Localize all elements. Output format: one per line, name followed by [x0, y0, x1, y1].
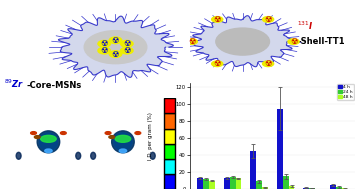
Circle shape: [119, 149, 127, 153]
Polygon shape: [59, 16, 173, 77]
Ellipse shape: [39, 133, 58, 151]
Ellipse shape: [37, 131, 60, 153]
Text: ☢: ☢: [100, 39, 108, 48]
FancyBboxPatch shape: [164, 144, 175, 159]
Bar: [309, 188, 315, 189]
Bar: [250, 151, 256, 189]
Text: 24 h: 24 h: [26, 105, 42, 110]
Bar: [277, 108, 283, 189]
FancyBboxPatch shape: [164, 129, 175, 144]
Ellipse shape: [115, 135, 131, 142]
Text: 48 h: 48 h: [100, 105, 116, 110]
Circle shape: [216, 28, 269, 55]
Text: -Shell-TT1: -Shell-TT1: [297, 37, 345, 46]
Bar: [224, 178, 230, 189]
Circle shape: [263, 61, 274, 67]
Text: ☢: ☢: [264, 15, 272, 24]
Circle shape: [45, 149, 52, 153]
Bar: [230, 177, 235, 189]
Circle shape: [288, 39, 299, 44]
Bar: [336, 187, 342, 189]
Circle shape: [84, 31, 147, 64]
Circle shape: [34, 136, 40, 138]
Text: -Core-MSNs: -Core-MSNs: [26, 81, 81, 90]
Bar: [342, 188, 348, 189]
Circle shape: [212, 61, 223, 67]
Text: ☢: ☢: [112, 36, 119, 45]
Ellipse shape: [114, 133, 132, 151]
Circle shape: [109, 51, 122, 57]
Circle shape: [98, 47, 110, 54]
Text: ☢: ☢: [100, 46, 108, 55]
Bar: [289, 186, 294, 189]
Circle shape: [98, 40, 110, 47]
FancyBboxPatch shape: [164, 98, 175, 113]
Circle shape: [135, 132, 141, 134]
Ellipse shape: [150, 152, 155, 159]
Bar: [304, 188, 309, 189]
Bar: [256, 181, 262, 189]
Circle shape: [212, 17, 223, 22]
Circle shape: [105, 132, 111, 134]
FancyBboxPatch shape: [164, 159, 175, 174]
Bar: [283, 176, 289, 189]
Bar: [203, 179, 209, 189]
Ellipse shape: [91, 152, 95, 159]
Circle shape: [121, 40, 133, 47]
Ellipse shape: [16, 152, 21, 159]
Text: $^{131}$I: $^{131}$I: [297, 19, 314, 32]
Polygon shape: [193, 16, 293, 67]
Ellipse shape: [41, 135, 56, 142]
Text: ☢: ☢: [213, 59, 221, 68]
Bar: [209, 180, 215, 189]
Circle shape: [121, 47, 133, 54]
Bar: [330, 185, 336, 189]
Circle shape: [186, 39, 197, 44]
Bar: [262, 187, 268, 189]
Text: ☢: ☢: [188, 37, 196, 46]
Circle shape: [109, 37, 122, 44]
Bar: [235, 178, 241, 189]
Circle shape: [31, 132, 37, 134]
Circle shape: [263, 17, 274, 22]
Text: $^{89}$Zr: $^{89}$Zr: [4, 78, 24, 90]
Ellipse shape: [76, 152, 81, 159]
FancyBboxPatch shape: [164, 113, 175, 129]
Ellipse shape: [112, 131, 134, 153]
Text: ☢: ☢: [123, 46, 131, 55]
Bar: [197, 178, 203, 189]
Text: ☢: ☢: [264, 59, 272, 68]
Circle shape: [60, 132, 66, 134]
Text: ☢: ☢: [213, 15, 221, 24]
Y-axis label: I.D. per gram (%): I.D. per gram (%): [148, 112, 153, 160]
Legend: 4 h, 24 h, 48 h: 4 h, 24 h, 48 h: [337, 84, 354, 100]
Text: ☢: ☢: [290, 37, 297, 46]
FancyBboxPatch shape: [164, 174, 175, 189]
Circle shape: [109, 136, 115, 138]
Text: ☢: ☢: [112, 50, 119, 59]
Text: ☢: ☢: [123, 39, 131, 48]
